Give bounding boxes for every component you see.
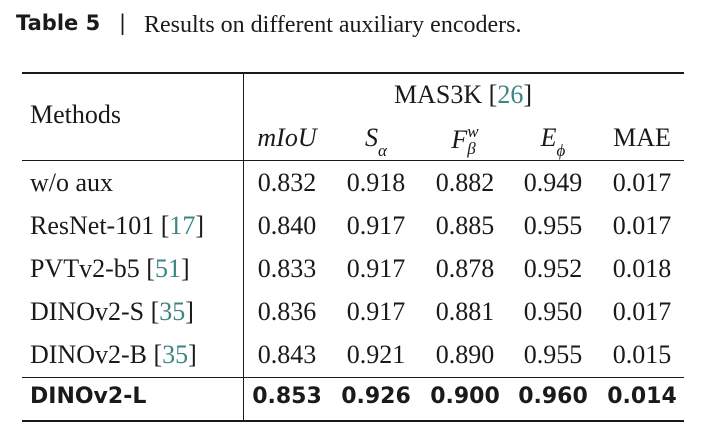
cell-value: 0.843 — [257, 340, 317, 369]
column-rule — [243, 72, 244, 421]
method-name: w/o aux — [30, 168, 114, 197]
caption-separator: | — [119, 11, 127, 35]
cell-value: 0.836 — [257, 297, 317, 326]
column-symbol: E — [540, 123, 557, 152]
group-name: MAS3K — [394, 80, 483, 109]
column-superscript: w — [467, 122, 479, 141]
cell-value: 0.918 — [346, 168, 406, 197]
cell-value: 0.014 — [607, 384, 677, 409]
method-name: DINOv2-S — [30, 297, 145, 326]
method-ref: [35] — [153, 340, 197, 369]
cell-value: 0.952 — [523, 254, 583, 283]
column-symbol: MAE — [613, 123, 671, 152]
column-symbol: S — [365, 123, 379, 152]
row-method: DINOv2-S [35] — [30, 299, 194, 325]
group-header: MAS3K [26] — [394, 82, 532, 108]
cell-value: 0.950 — [523, 297, 583, 326]
cell-value: 0.017 — [612, 168, 672, 197]
header-rule — [22, 160, 684, 161]
cell-value: 0.885 — [435, 211, 495, 240]
method-name: DINOv2-B — [30, 340, 147, 369]
cell-value: 0.881 — [435, 297, 495, 326]
cell-value: 0.015 — [612, 340, 672, 369]
cell-value: 0.878 — [435, 254, 495, 283]
method-name: PVTv2-b5 — [30, 254, 140, 283]
group-ref: [26] — [488, 80, 532, 109]
cell-value: 0.955 — [523, 211, 583, 240]
row-method: w/o aux — [30, 170, 113, 196]
cell-value: 0.900 — [430, 384, 500, 409]
cell-value: 0.890 — [435, 340, 495, 369]
cell-value: 0.017 — [612, 297, 672, 326]
method-ref: [35] — [150, 297, 194, 326]
cell-value: 0.833 — [257, 254, 317, 283]
cell-value: 0.921 — [346, 340, 406, 369]
method-name: ResNet-101 — [30, 211, 155, 240]
cell-value: 0.018 — [612, 254, 672, 283]
column-symbol: mIoU — [257, 123, 317, 152]
cell-value: 0.853 — [252, 384, 322, 409]
row-method: DINOv2-L — [30, 386, 146, 408]
cell-value: 0.917 — [346, 211, 406, 240]
column-scripts: ϕ — [557, 130, 566, 159]
method-name: DINOv2-L — [30, 384, 147, 409]
cell-value: 0.926 — [341, 384, 411, 409]
cell-value: 0.017 — [612, 211, 672, 240]
method-ref: [17] — [160, 211, 205, 240]
cell-value: 0.840 — [257, 211, 317, 240]
column-scripts: α — [378, 130, 387, 159]
bottom-rule — [22, 420, 684, 422]
cell-value: 0.917 — [346, 254, 406, 283]
column-header: MAE — [613, 125, 671, 151]
column-subscript: ϕ — [556, 140, 566, 160]
column-header: mIoU — [257, 125, 316, 151]
row-method: PVTv2-b5 [51] — [30, 256, 190, 282]
row-method: DINOv2-B [35] — [30, 342, 197, 368]
caption-text: Results on different auxiliary encoders. — [144, 12, 522, 38]
caption-label: Table 5 — [16, 11, 101, 35]
top-rule — [22, 72, 684, 74]
cell-value: 0.882 — [435, 168, 495, 197]
column-subscript: α — [378, 140, 387, 160]
cell-value: 0.949 — [523, 168, 583, 197]
mid-rule — [22, 377, 684, 378]
methods-header: Methods — [30, 100, 121, 129]
cell-value: 0.960 — [518, 384, 588, 409]
method-ref: [51] — [146, 254, 190, 283]
cell-value: 0.832 — [257, 168, 317, 197]
cell-value: 0.955 — [523, 340, 583, 369]
column-symbol: F — [451, 124, 468, 154]
cell-value: 0.917 — [346, 297, 406, 326]
row-method: ResNet-101 [17] — [30, 213, 204, 239]
column-subscript: β — [467, 139, 476, 158]
